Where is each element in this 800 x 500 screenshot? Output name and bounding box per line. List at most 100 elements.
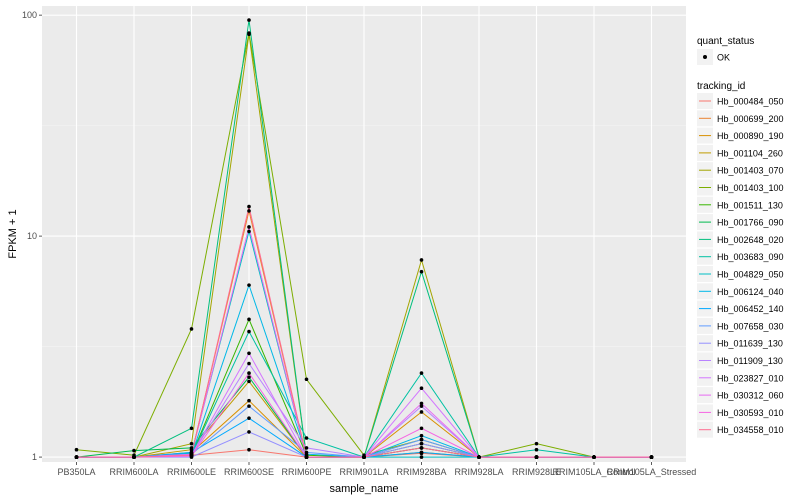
legend-label: Hb_004829_050 (717, 270, 784, 280)
data-point (247, 416, 251, 420)
legend-label: Hb_000699_200 (717, 114, 784, 124)
data-point (189, 453, 194, 457)
legend-label: Hb_006452_140 (717, 304, 784, 314)
y-axis: 1 10 100 (22, 10, 42, 462)
data-point (247, 209, 251, 213)
data-point (189, 446, 194, 450)
data-point (534, 455, 539, 459)
x-tick-label: RRIM928LE (512, 467, 561, 477)
data-point (419, 269, 424, 274)
x-tick-label: RRIM105LA_Stressed (607, 467, 697, 477)
data-point (419, 446, 424, 450)
x-tick-label: RRIM600LA (109, 467, 158, 477)
data-point (247, 371, 251, 375)
data-point (419, 410, 424, 414)
data-point (304, 446, 309, 450)
legend-label: Hb_003683_090 (717, 252, 784, 262)
x-tick-label: RRIM928LA (454, 467, 503, 477)
data-point (189, 327, 194, 331)
legend-label: Hb_001403_100 (717, 183, 784, 193)
x-axis-title: sample_name (329, 483, 398, 495)
legend-label: Hb_000890_190 (717, 131, 784, 141)
data-point (534, 447, 539, 452)
series-points (74, 18, 654, 459)
data-point (74, 455, 79, 459)
y-axis-title: FPKM + 1 (7, 209, 19, 258)
data-point (419, 386, 424, 390)
x-tick-label: RRIM600SE (224, 467, 274, 477)
data-point (247, 447, 251, 452)
data-point (419, 404, 424, 408)
data-point (247, 229, 251, 234)
data-point (477, 455, 481, 459)
x-tick-label: PB350LA (57, 467, 95, 477)
data-point (247, 361, 251, 366)
data-point (132, 455, 136, 459)
data-point (649, 455, 654, 459)
data-point (247, 375, 251, 379)
legend-label: Hb_002648_020 (717, 235, 784, 245)
legend-color-entries: Hb_000484_050 Hb_000699_200 Hb_000890_190 H… (697, 93, 784, 438)
data-point (304, 377, 309, 382)
data-point (247, 379, 251, 384)
data-point (304, 436, 309, 440)
legend-label: Hb_006124_040 (717, 287, 784, 297)
y-tick-label: 1 (32, 452, 37, 462)
x-tick-label: RRIM901LA (339, 467, 388, 477)
legend: quant_status OK tracking_id Hb_000484_05… (697, 36, 784, 438)
data-point (189, 441, 194, 446)
legend-label: Hb_007658_030 (717, 321, 784, 331)
legend-label: Hb_011639_130 (717, 339, 783, 349)
legend-label: Hb_030312_060 (717, 391, 784, 401)
data-point (74, 447, 79, 452)
data-point (419, 450, 424, 455)
data-point (419, 426, 424, 431)
legend-label: Hb_011909_130 (717, 356, 783, 366)
data-point (247, 18, 251, 22)
data-point (247, 31, 251, 35)
legend-label: Hb_000484_050 (717, 97, 784, 107)
legend-shape-entry: OK (717, 53, 730, 63)
data-point (247, 398, 251, 403)
data-point (132, 448, 136, 453)
data-point (419, 401, 424, 406)
legend-label: Hb_034558_010 (717, 425, 784, 435)
y-tick-label: 10 (27, 231, 37, 241)
legend-label: Hb_030593_010 (717, 408, 784, 418)
x-axis: PB350LA RRIM600LA RRIM600LE RRIM600SE RRIM60… (57, 462, 696, 477)
legend-label: Hb_023827_010 (717, 373, 784, 383)
x-tick-label: RRIM105LA_Control (552, 467, 635, 477)
legend-label: Hb_001403_070 (717, 166, 784, 176)
legend-label: Hb_001511_130 (717, 200, 783, 210)
data-point (247, 225, 251, 229)
y-tick-label: 100 (22, 10, 37, 20)
legend-shape-title: quant_status (697, 36, 754, 47)
data-point (362, 455, 366, 459)
data-point (419, 455, 424, 459)
legend-label: Hb_001104_260 (717, 148, 783, 158)
data-point (304, 455, 309, 459)
legend-color-title: tracking_id (697, 81, 745, 92)
data-point (534, 441, 539, 446)
x-tick-label: RRIM600PE (281, 467, 331, 477)
data-point (419, 437, 424, 442)
data-point (592, 455, 596, 459)
data-point (247, 430, 251, 434)
data-point (419, 441, 424, 446)
data-point (247, 329, 251, 334)
data-point (419, 258, 424, 262)
x-tick-label: RRIM928BA (396, 467, 446, 477)
data-point (304, 450, 309, 455)
data-point (247, 351, 251, 356)
data-point (189, 426, 194, 431)
data-point (247, 204, 251, 209)
legend-label: Hb_001766_090 (717, 218, 784, 228)
x-tick-label: RRIM600LE (167, 467, 216, 477)
data-point (419, 371, 424, 375)
data-point (247, 404, 251, 408)
legend-ok-dot-icon (703, 55, 707, 59)
data-point (247, 283, 251, 287)
data-point (419, 433, 424, 438)
data-point (247, 317, 251, 322)
